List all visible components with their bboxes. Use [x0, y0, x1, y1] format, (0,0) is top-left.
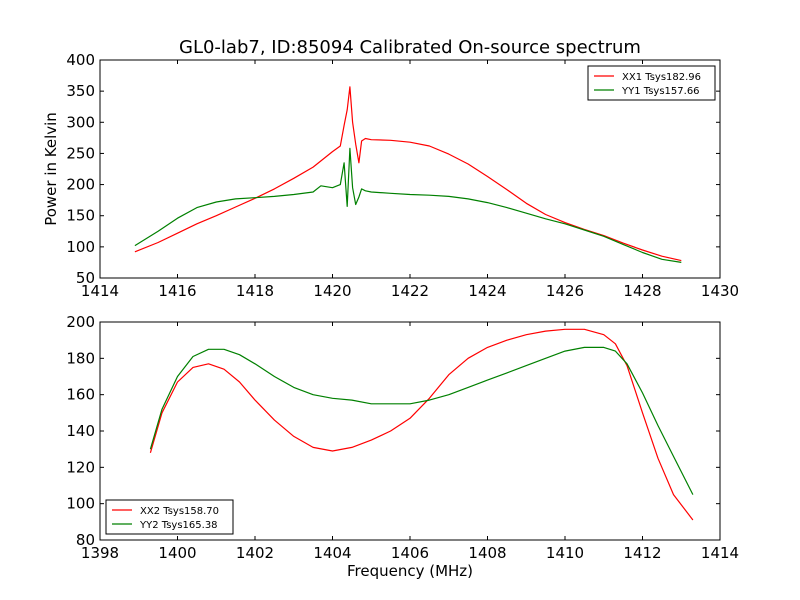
x-tick-label: 1412 [623, 544, 661, 562]
x-tick-label: 1402 [236, 544, 274, 562]
x-tick-label: 1408 [468, 544, 506, 562]
x-tick-label: 1414 [81, 282, 119, 300]
legend-label: XX2 Tsys158.70 [140, 506, 219, 517]
y-tick-label: 250 [66, 144, 95, 162]
legend-box [587, 65, 716, 101]
x-tick-label: 1420 [313, 282, 351, 300]
x-tick-label: 1430 [701, 282, 739, 300]
y-tick-label: 180 [66, 349, 95, 367]
x-tick-label: 1414 [701, 544, 739, 562]
y-tick-label: 300 [66, 113, 95, 131]
x-tick-label: 1424 [468, 282, 506, 300]
y-tick-label: 100 [66, 238, 95, 256]
x-tick-label: 1400 [158, 544, 196, 562]
x-axis-label: Frequency (MHz) [347, 562, 473, 580]
legend: XX1 Tsys182.96 YY1 Tsys157.66 [587, 65, 716, 101]
legend: XX2 Tsys158.70 YY2 Tsys165.38 [105, 499, 234, 535]
y-tick-label: 50 [76, 269, 95, 287]
top-chart: 1414 1416 1418 1420 1422 1424 1426 1428 1430 50 10… [42, 51, 739, 300]
chart-title: GL0-lab7, ID:85094 Calibrated On-source … [179, 37, 641, 58]
x-tick-label: 1428 [623, 282, 661, 300]
x-tick-label: 1410 [546, 544, 584, 562]
y-tick-label: 400 [66, 51, 95, 69]
y-tick-label: 120 [66, 458, 95, 476]
series-line-yy1 [134, 147, 682, 263]
legend-box [105, 499, 234, 535]
y-tick-label: 150 [66, 207, 95, 225]
x-tick-label: 1398 [81, 544, 119, 562]
series-line-xx2 [149, 328, 694, 521]
y-tick-label: 100 [66, 495, 95, 513]
legend-label: YY1 Tsys157.66 [621, 86, 700, 97]
bottom-chart: 1398 1400 1402 1404 1406 1408 1410 1412 1414 80 10… [66, 313, 739, 580]
x-tick-label: 1406 [391, 544, 429, 562]
x-tick-label: 1426 [546, 282, 584, 300]
y-axis-label: Power in Kelvin [42, 112, 60, 226]
y-tick-label: 80 [76, 531, 95, 549]
y-tick-label: 160 [66, 386, 95, 404]
x-tick-label: 1416 [158, 282, 196, 300]
x-tick-label: 1418 [236, 282, 274, 300]
x-tick-label: 1404 [313, 544, 351, 562]
y-tick-label: 200 [66, 176, 95, 194]
x-tick-label: 1422 [391, 282, 429, 300]
y-tick-label: 140 [66, 422, 95, 440]
series-line-yy2 [149, 346, 694, 495]
y-tick-label: 350 [66, 82, 95, 100]
y-tick-label: 200 [66, 313, 95, 331]
legend-label: YY2 Tsys165.38 [139, 520, 218, 531]
legend-label: XX1 Tsys182.96 [622, 72, 701, 83]
